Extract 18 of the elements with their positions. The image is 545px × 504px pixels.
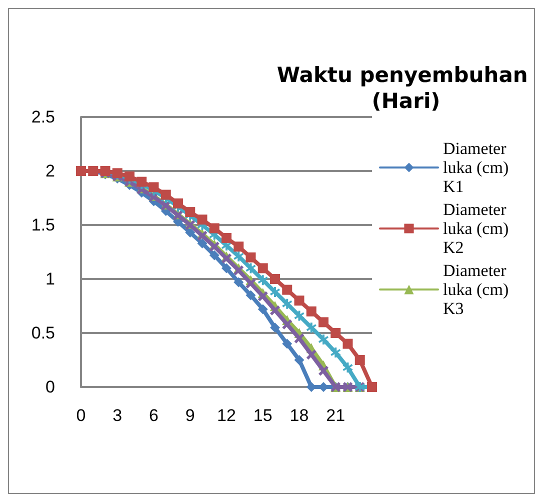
chart-title: Waktu penyembuhan (Hari) [276, 63, 536, 113]
legend-label: Diameter luka (cm) K2 [443, 200, 513, 257]
y-tick-label: 0.5 [31, 324, 55, 342]
y-tick-label: 2 [46, 162, 55, 180]
y-tick-label: 2.5 [31, 108, 55, 126]
x-tick-label: 18 [290, 406, 309, 425]
x-tick-label: 15 [253, 406, 272, 425]
x-tick-label: 6 [149, 406, 158, 425]
x-tick-label: 12 [217, 406, 236, 425]
y-tick-label: 1.5 [31, 216, 55, 234]
x-tick-label: 3 [112, 406, 122, 425]
x-tick-label: 21 [326, 406, 346, 425]
legend-label: Diameter luka (cm) K3 [443, 261, 513, 318]
x-tick-label: 0 [76, 406, 86, 425]
x-tick-label: 9 [185, 406, 195, 425]
y-tick-label: 0 [46, 378, 55, 396]
y-tick-label: 1 [46, 270, 55, 288]
legend-label: Diameter luka (cm) K1 [443, 139, 513, 196]
